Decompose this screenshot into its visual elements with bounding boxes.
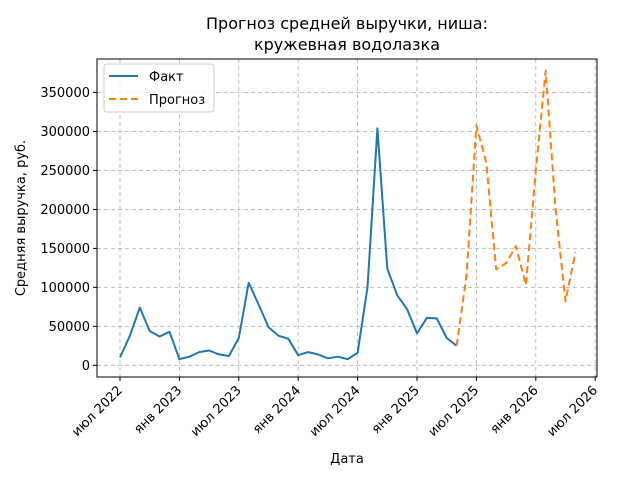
x-axis-label: Дата [330,452,364,467]
chart-title-line-1: Прогноз средней выручки, ниша: [206,14,488,33]
plot-frame [96,58,598,378]
y-axis-ticks: 0 50000 100000 150000 200000 250000 300000 3500… [40,86,97,374]
x-tick-label: июл 2026 [545,383,602,440]
x-tick-label: янв 2023 [131,383,185,437]
series-line-forecast [455,69,577,346]
x-tick-label: июл 2025 [426,383,483,440]
y-tick-label: 300000 [40,125,90,140]
y-tick-label: 0 [82,359,90,374]
x-axis-ticks: июл 2022 янв 2023 июл 2023 янв 2024 июл 2024… [69,377,601,440]
x-tick-label: янв 2024 [250,383,304,437]
legend-label-fact: Факт [149,70,184,85]
series-lines [119,69,577,361]
y-tick-label: 250000 [40,164,90,179]
x-tick-label: янв 2025 [369,383,423,437]
y-tick-label: 350000 [40,86,90,101]
x-tick-label: июл 2024 [307,383,364,440]
chart-title-line-2: кружевная водолазка [254,35,440,54]
y-tick-label: 150000 [40,242,90,257]
legend-label-forecast: Прогноз [149,93,205,108]
y-tick-label: 50000 [49,320,90,335]
x-tick-label: июл 2023 [188,383,245,440]
x-tick-label: июл 2022 [69,383,126,440]
legend: Факт Прогноз [103,63,215,113]
series-line-fact [119,127,458,361]
x-tick-label: янв 2026 [488,383,542,437]
y-axis-label: Средняя выручка, руб. [14,140,29,296]
y-tick-label: 200000 [40,203,90,218]
y-tick-label: 100000 [40,281,90,296]
